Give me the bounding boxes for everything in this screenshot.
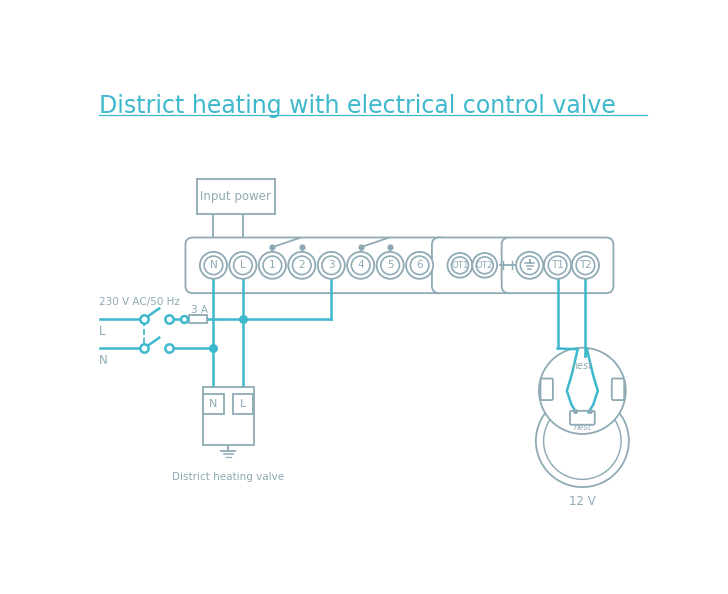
Circle shape — [472, 253, 497, 277]
Circle shape — [521, 256, 539, 274]
Circle shape — [411, 256, 429, 274]
Circle shape — [376, 252, 404, 279]
Bar — [189, 315, 207, 323]
FancyBboxPatch shape — [233, 394, 253, 414]
Circle shape — [200, 252, 227, 279]
Circle shape — [229, 252, 256, 279]
Text: OT1: OT1 — [451, 261, 469, 270]
Text: 1: 1 — [269, 260, 276, 270]
Text: 6: 6 — [416, 260, 423, 270]
Circle shape — [352, 256, 370, 274]
Circle shape — [204, 256, 223, 274]
Circle shape — [258, 252, 286, 279]
FancyBboxPatch shape — [432, 238, 513, 293]
Circle shape — [572, 252, 599, 279]
Circle shape — [317, 252, 345, 279]
Circle shape — [476, 257, 494, 274]
FancyBboxPatch shape — [612, 378, 624, 400]
Circle shape — [347, 252, 374, 279]
Text: N: N — [99, 354, 108, 367]
Circle shape — [544, 252, 571, 279]
Circle shape — [293, 256, 311, 274]
Text: 5: 5 — [387, 260, 393, 270]
Circle shape — [544, 402, 621, 479]
Circle shape — [539, 347, 626, 434]
Circle shape — [448, 253, 472, 277]
Circle shape — [576, 256, 595, 274]
Circle shape — [406, 252, 433, 279]
Text: T2: T2 — [579, 260, 592, 270]
Circle shape — [263, 256, 282, 274]
Text: Input power: Input power — [200, 190, 272, 203]
Text: District heating valve: District heating valve — [172, 472, 284, 482]
FancyBboxPatch shape — [540, 378, 553, 400]
Text: L: L — [240, 260, 246, 270]
Text: District heating with electrical control valve: District heating with electrical control… — [99, 94, 616, 118]
Circle shape — [536, 394, 629, 487]
Circle shape — [234, 256, 252, 274]
FancyBboxPatch shape — [197, 179, 274, 214]
Circle shape — [381, 256, 400, 274]
Text: 230 V AC/50 Hz: 230 V AC/50 Hz — [99, 297, 180, 307]
Circle shape — [548, 256, 567, 274]
Text: nest: nest — [571, 361, 593, 371]
Circle shape — [322, 256, 341, 274]
Text: 4: 4 — [357, 260, 364, 270]
Text: 2: 2 — [298, 260, 305, 270]
FancyBboxPatch shape — [203, 394, 223, 414]
Text: N: N — [209, 399, 218, 409]
Text: L: L — [240, 399, 246, 409]
Text: nest: nest — [574, 422, 591, 431]
FancyBboxPatch shape — [570, 411, 595, 425]
Text: OT2: OT2 — [476, 261, 494, 270]
FancyBboxPatch shape — [502, 238, 614, 293]
Circle shape — [451, 257, 468, 274]
Circle shape — [288, 252, 315, 279]
FancyBboxPatch shape — [186, 238, 448, 293]
Text: 3: 3 — [328, 260, 335, 270]
Text: T1: T1 — [551, 260, 564, 270]
Text: 3 A: 3 A — [191, 305, 208, 315]
Text: L: L — [99, 325, 106, 338]
Text: 12 V: 12 V — [569, 495, 596, 508]
Text: N: N — [210, 260, 218, 270]
Circle shape — [516, 252, 543, 279]
FancyBboxPatch shape — [202, 387, 254, 445]
